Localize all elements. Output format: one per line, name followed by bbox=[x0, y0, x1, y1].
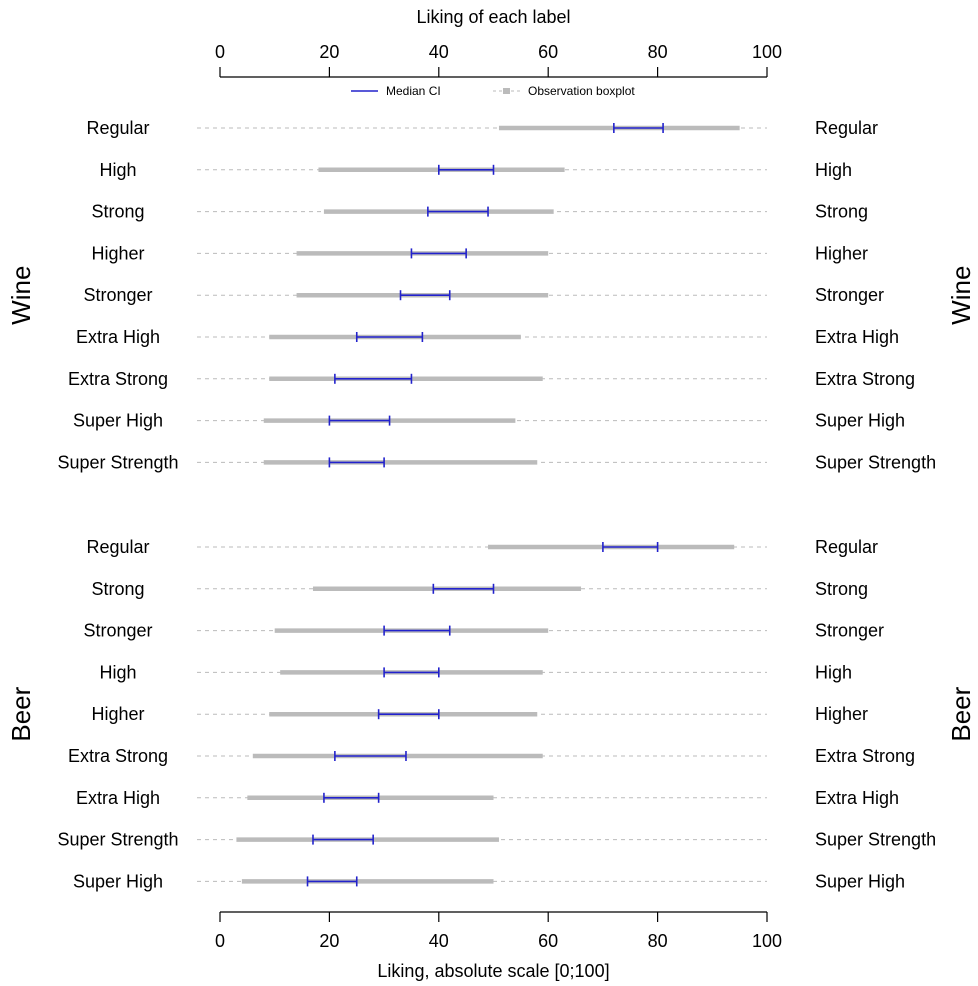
bottom-axis-tick-label: 100 bbox=[752, 931, 782, 951]
row-label-right: Regular bbox=[815, 537, 878, 557]
legend-box-label: Observation boxplot bbox=[528, 84, 635, 98]
group-label-left: Wine bbox=[6, 266, 36, 325]
group-label-right: Beer bbox=[946, 686, 976, 741]
top-axis-tick-label: 40 bbox=[429, 42, 449, 62]
row-label-left: Regular bbox=[86, 537, 149, 557]
top-axis-tick-label: 100 bbox=[752, 42, 782, 62]
row-label-left: Super Strength bbox=[57, 452, 178, 472]
row-label-right: Regular bbox=[815, 118, 878, 138]
group-label-right: Wine bbox=[946, 266, 976, 325]
row-label-right: Super High bbox=[815, 871, 905, 891]
row-label-left: Strong bbox=[91, 579, 144, 599]
row-label-right: Super High bbox=[815, 411, 905, 431]
legend-box-swatch bbox=[503, 88, 510, 94]
row-label-left: Extra Strong bbox=[68, 746, 168, 766]
row-label-left: High bbox=[99, 160, 136, 180]
top-axis-tick-label: 60 bbox=[538, 42, 558, 62]
row-label-left: Higher bbox=[91, 243, 144, 263]
row-label-left: Extra Strong bbox=[68, 369, 168, 389]
row-label-right: Extra Strong bbox=[815, 369, 915, 389]
row-label-right: Higher bbox=[815, 704, 868, 724]
row-label-left: Regular bbox=[86, 118, 149, 138]
row-label-right: Extra High bbox=[815, 788, 899, 808]
bottom-axis-tick-label: 20 bbox=[319, 931, 339, 951]
row-label-left: Super Strength bbox=[57, 830, 178, 850]
row-label-right: High bbox=[815, 160, 852, 180]
bottom-axis-tick-label: 40 bbox=[429, 931, 449, 951]
row-label-left: High bbox=[99, 662, 136, 682]
bottom-axis-tick-label: 0 bbox=[215, 931, 225, 951]
group-label-left: Beer bbox=[6, 686, 36, 741]
row-label-right: Higher bbox=[815, 243, 868, 263]
row-label-left: Super High bbox=[73, 411, 163, 431]
legend-ci-label: Median CI bbox=[386, 84, 441, 98]
row-label-right: Stronger bbox=[815, 621, 884, 641]
bottom-axis-tick-label: 60 bbox=[538, 931, 558, 951]
top-axis-title: Liking of each label bbox=[416, 7, 570, 27]
bottom-axis-tick-label: 80 bbox=[648, 931, 668, 951]
row-label-right: Super Strength bbox=[815, 452, 936, 472]
row-label-left: Super High bbox=[73, 871, 163, 891]
row-label-right: High bbox=[815, 662, 852, 682]
top-axis-tick-label: 20 bbox=[319, 42, 339, 62]
row-label-right: Strong bbox=[815, 579, 868, 599]
top-axis-tick-label: 80 bbox=[648, 42, 668, 62]
row-label-left: Stronger bbox=[83, 621, 152, 641]
row-label-right: Stronger bbox=[815, 285, 884, 305]
row-label-left: Extra High bbox=[76, 327, 160, 347]
row-label-right: Extra Strong bbox=[815, 746, 915, 766]
row-label-right: Super Strength bbox=[815, 830, 936, 850]
row-label-right: Strong bbox=[815, 202, 868, 222]
row-label-left: Stronger bbox=[83, 285, 152, 305]
row-label-left: Strong bbox=[91, 202, 144, 222]
row-label-right: Extra High bbox=[815, 327, 899, 347]
top-axis-tick-label: 0 bbox=[215, 42, 225, 62]
bottom-axis-title: Liking, absolute scale [0;100] bbox=[377, 961, 609, 981]
row-label-left: Higher bbox=[91, 704, 144, 724]
row-label-left: Extra High bbox=[76, 788, 160, 808]
